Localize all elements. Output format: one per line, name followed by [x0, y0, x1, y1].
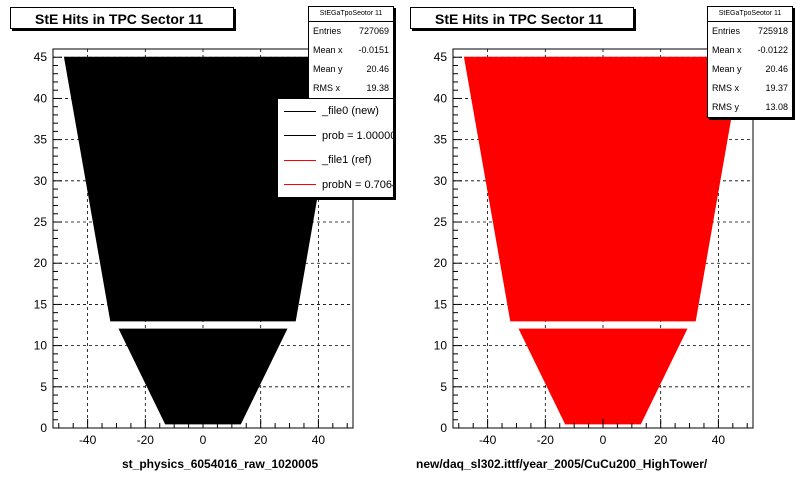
inner-sector-hits — [118, 328, 288, 425]
legend-line-swatch — [284, 184, 316, 186]
x-tick-label: 20 — [254, 433, 268, 447]
legend-line-swatch — [284, 159, 316, 161]
y-tick-label: 5 — [440, 380, 447, 394]
legend-entry: probN = 0.706411 — [278, 173, 393, 198]
stats-row: RMS y 13.08 — [712, 102, 788, 112]
legend-line-swatch — [284, 135, 316, 137]
y-tick-label: 10 — [434, 339, 448, 353]
y-tick-label: 35 — [434, 133, 448, 147]
histogram-plot: -40 -20 0 20 40 0 5 10 15 20 25 30 35 40 45 — [34, 48, 354, 447]
stats-row: Mean y 20.46 — [313, 64, 389, 74]
legend-entry: prob = 1.000000 — [278, 124, 393, 149]
file-label: new/daq_sl302.ittf/year_2005/CuCu200_Hig… — [416, 457, 708, 471]
x-tick-label: 0 — [200, 433, 207, 447]
x-tick-label: -20 — [137, 433, 155, 447]
y-tick-label: 10 — [34, 339, 48, 353]
inner-sector-hits — [518, 328, 688, 425]
legend-line-swatch — [284, 110, 316, 112]
x-tick-label: -20 — [537, 433, 555, 447]
y-tick-label: 30 — [34, 174, 48, 188]
legend-entry: _file1 (ref) — [278, 148, 393, 173]
file-label: st_physics_6054016_raw_1020005 — [122, 457, 319, 471]
x-tick-label: 0 — [600, 433, 607, 447]
stats-row: Mean y 20.46 — [712, 64, 788, 74]
y-tick-label: 0 — [40, 421, 47, 435]
y-tick-label: 45 — [434, 50, 448, 64]
stats-row: Entries 727069 — [313, 26, 389, 36]
stats-row: RMS x 19.37 — [712, 83, 788, 93]
legend-entry: _file0 (new) — [278, 99, 393, 124]
y-tick-label: 20 — [34, 256, 48, 270]
stats-header: StEGaTpoSeotor 11 — [708, 7, 792, 22]
stats-box: StEGaTpoSeotor 11 Entries 725918 Mean x -0… — [707, 6, 793, 118]
y-tick-label: 0 — [440, 421, 447, 435]
y-tick-label: 30 — [434, 174, 448, 188]
stats-box: StEGaTpoSeotor 11 Entries 727069 Mean x -0… — [308, 6, 394, 99]
x-tick-label: 40 — [312, 433, 326, 447]
y-tick-label: 40 — [434, 91, 448, 105]
histogram-title: StE Hits in TPC Sector 11 — [10, 7, 234, 29]
stats-row: RMS x 19.38 — [313, 83, 389, 93]
x-tick-label: 40 — [712, 433, 726, 447]
stats-row: Mean x -0.0122 — [712, 45, 788, 55]
stats-row: Entries 725918 — [712, 26, 788, 36]
histogram-plot: -40 -20 0 20 40 0 5 10 15 20 25 30 35 40 45 — [434, 48, 754, 447]
y-tick-label: 5 — [40, 380, 47, 394]
y-tick-label: 20 — [434, 256, 448, 270]
y-tick-label: 25 — [34, 215, 48, 229]
y-tick-label: 25 — [434, 215, 448, 229]
x-tick-label: 20 — [654, 433, 668, 447]
stats-row: Mean x -0.0151 — [313, 45, 389, 55]
y-tick-label: 40 — [34, 91, 48, 105]
x-tick-label: -40 — [79, 433, 97, 447]
y-tick-label: 35 — [34, 133, 48, 147]
x-tick-label: -40 — [479, 433, 497, 447]
y-tick-label: 45 — [34, 50, 48, 64]
histogram-title: StE Hits in TPC Sector 11 — [410, 7, 634, 29]
outer-sector-hits — [463, 56, 743, 322]
y-tick-label: 15 — [434, 297, 448, 311]
y-tick-label: 15 — [34, 297, 48, 311]
legend-box: _file0 (new) prob = 1.000000 _file1 (ref… — [277, 98, 394, 198]
stats-header: StEGaTpoSeotor 11 — [309, 7, 393, 22]
